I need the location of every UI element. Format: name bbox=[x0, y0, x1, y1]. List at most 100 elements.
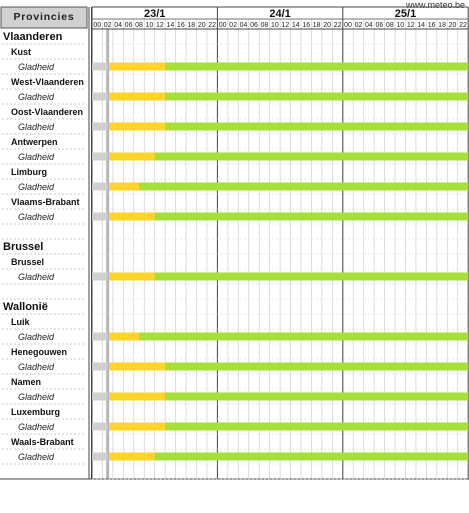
hour-label: 06 bbox=[375, 22, 383, 29]
green-no-warning-bar bbox=[139, 182, 469, 191]
hazard-label: Gladheid bbox=[18, 272, 55, 282]
hazard-label: Gladheid bbox=[18, 152, 55, 162]
hour-label: 16 bbox=[177, 22, 185, 29]
yellow-warning-bar bbox=[109, 272, 155, 281]
hour-label: 04 bbox=[240, 22, 248, 29]
hour-label: 00 bbox=[344, 22, 352, 29]
past-period-bar bbox=[92, 212, 108, 221]
yellow-warning-bar bbox=[109, 332, 140, 341]
green-no-warning-bar bbox=[165, 122, 469, 131]
yellow-warning-bar bbox=[109, 212, 155, 221]
hour-label: 02 bbox=[355, 22, 363, 29]
hazard-label: Gladheid bbox=[18, 332, 55, 342]
green-no-warning-bar bbox=[154, 152, 469, 161]
past-period-bar bbox=[92, 92, 108, 101]
hazard-label: Gladheid bbox=[18, 422, 55, 432]
hour-label: 18 bbox=[438, 22, 446, 29]
green-no-warning-bar bbox=[154, 212, 469, 221]
day-label: 24/1 bbox=[269, 8, 290, 20]
hour-label: 10 bbox=[271, 22, 279, 29]
hour-label: 06 bbox=[125, 22, 133, 29]
province-label: Luxemburg bbox=[11, 407, 60, 417]
hour-label: 18 bbox=[187, 22, 195, 29]
hour-label: 10 bbox=[396, 22, 404, 29]
hazard-label: Gladheid bbox=[18, 392, 55, 402]
past-period-bar bbox=[92, 392, 108, 401]
past-period-bar bbox=[92, 182, 108, 191]
yellow-warning-bar bbox=[109, 122, 166, 131]
hour-label: 08 bbox=[386, 22, 394, 29]
yellow-warning-bar bbox=[109, 362, 166, 371]
past-period-bar bbox=[92, 62, 108, 71]
past-period-bar bbox=[92, 332, 108, 341]
province-label: Luik bbox=[11, 317, 30, 327]
yellow-warning-bar bbox=[109, 422, 166, 431]
hour-label: 00 bbox=[219, 22, 227, 29]
yellow-warning-bar bbox=[109, 452, 155, 461]
yellow-warning-bar bbox=[109, 92, 166, 101]
province-label: West-Vlaanderen bbox=[11, 77, 84, 87]
hazard-label: Gladheid bbox=[18, 362, 55, 372]
yellow-warning-bar bbox=[109, 62, 166, 71]
provinces-header bbox=[0, 6, 88, 29]
hazard-label: Gladheid bbox=[18, 122, 55, 132]
hour-label: 18 bbox=[313, 22, 321, 29]
province-label: Henegouwen bbox=[11, 347, 67, 357]
hour-label: 08 bbox=[261, 22, 269, 29]
hour-label: 12 bbox=[407, 22, 415, 29]
hour-label: 16 bbox=[428, 22, 436, 29]
hour-label: 22 bbox=[208, 22, 216, 29]
site-url: www.meteo.be bbox=[405, 0, 465, 10]
yellow-warning-bar bbox=[109, 392, 166, 401]
province-label: Oost-Vlaanderen bbox=[11, 107, 83, 117]
hour-label: 14 bbox=[292, 22, 300, 29]
hour-label: 20 bbox=[449, 22, 457, 29]
hour-label: 04 bbox=[365, 22, 373, 29]
province-label: Kust bbox=[11, 47, 31, 57]
hazard-label: Gladheid bbox=[18, 452, 55, 462]
day-label: 23/1 bbox=[144, 8, 165, 20]
hour-label: 14 bbox=[166, 22, 174, 29]
hour-label: 06 bbox=[250, 22, 258, 29]
hour-label: 22 bbox=[334, 22, 342, 29]
hour-label: 20 bbox=[198, 22, 206, 29]
yellow-warning-bar bbox=[109, 182, 140, 191]
day-label: 25/1 bbox=[395, 8, 416, 20]
province-label: Antwerpen bbox=[11, 137, 58, 147]
hazard-label: Gladheid bbox=[18, 182, 55, 192]
past-period-bar bbox=[92, 362, 108, 371]
hazard-label: Gladheid bbox=[18, 212, 55, 222]
region-label: Vlaanderen bbox=[3, 31, 63, 43]
green-no-warning-bar bbox=[165, 422, 469, 431]
hour-label: 12 bbox=[281, 22, 289, 29]
hour-label: 14 bbox=[417, 22, 425, 29]
past-period-bar bbox=[92, 422, 108, 431]
hour-label: 00 bbox=[93, 22, 101, 29]
yellow-warning-bar bbox=[109, 152, 155, 161]
hour-label: 10 bbox=[146, 22, 154, 29]
hour-label: 16 bbox=[302, 22, 310, 29]
hazard-label: Gladheid bbox=[18, 62, 55, 72]
province-label: Vlaams-Brabant bbox=[11, 197, 80, 207]
green-no-warning-bar bbox=[165, 62, 469, 71]
hazard-label: Gladheid bbox=[18, 92, 55, 102]
region-label: Brussel bbox=[3, 241, 43, 253]
hour-label: 12 bbox=[156, 22, 164, 29]
green-no-warning-bar bbox=[165, 92, 469, 101]
region-label: Wallonië bbox=[3, 301, 48, 313]
past-period-bar bbox=[92, 452, 108, 461]
province-label: Waals-Brabant bbox=[11, 437, 74, 447]
past-period-bar bbox=[92, 152, 108, 161]
hour-label: 04 bbox=[114, 22, 122, 29]
hour-label: 20 bbox=[323, 22, 331, 29]
province-label: Namen bbox=[11, 377, 41, 387]
green-no-warning-bar bbox=[165, 362, 469, 371]
hour-label: 02 bbox=[104, 22, 112, 29]
hour-label: 02 bbox=[229, 22, 237, 29]
past-period-bar bbox=[92, 122, 108, 131]
provinces-header-label: Provincies bbox=[13, 11, 74, 23]
province-label: Limburg bbox=[11, 167, 47, 177]
hour-label: 08 bbox=[135, 22, 143, 29]
province-label: Brussel bbox=[11, 257, 44, 267]
